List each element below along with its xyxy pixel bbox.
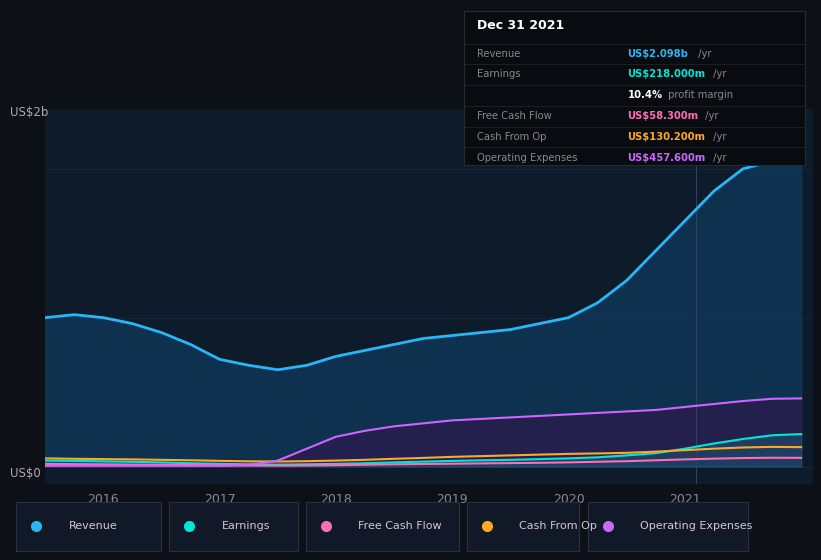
Text: /yr: /yr <box>710 69 727 80</box>
FancyBboxPatch shape <box>588 502 749 551</box>
Text: Dec 31 2021: Dec 31 2021 <box>478 19 565 32</box>
Text: /yr: /yr <box>702 111 719 121</box>
Text: US$130.200m: US$130.200m <box>627 132 705 142</box>
Text: Cash From Op: Cash From Op <box>478 132 547 142</box>
FancyBboxPatch shape <box>16 502 161 551</box>
Text: US$0: US$0 <box>10 466 40 480</box>
Text: Free Cash Flow: Free Cash Flow <box>478 111 553 121</box>
Text: US$2b: US$2b <box>10 105 48 119</box>
Text: Earnings: Earnings <box>222 521 270 531</box>
Text: US$2.098b: US$2.098b <box>627 49 688 59</box>
Text: Earnings: Earnings <box>478 69 521 80</box>
Text: US$457.600m: US$457.600m <box>627 152 706 162</box>
Text: Operating Expenses: Operating Expenses <box>478 152 578 162</box>
Text: Revenue: Revenue <box>478 49 521 59</box>
FancyBboxPatch shape <box>306 502 459 551</box>
Text: Free Cash Flow: Free Cash Flow <box>358 521 442 531</box>
Text: US$58.300m: US$58.300m <box>627 111 699 121</box>
Text: /yr: /yr <box>710 152 727 162</box>
Text: Operating Expenses: Operating Expenses <box>640 521 752 531</box>
FancyBboxPatch shape <box>169 502 298 551</box>
Text: 10.4%: 10.4% <box>627 90 663 100</box>
Text: Revenue: Revenue <box>69 521 117 531</box>
Text: profit margin: profit margin <box>665 90 733 100</box>
Text: /yr: /yr <box>695 49 711 59</box>
Text: /yr: /yr <box>710 132 727 142</box>
Text: US$218.000m: US$218.000m <box>627 69 705 80</box>
Text: Cash From Op: Cash From Op <box>519 521 597 531</box>
FancyBboxPatch shape <box>467 502 580 551</box>
